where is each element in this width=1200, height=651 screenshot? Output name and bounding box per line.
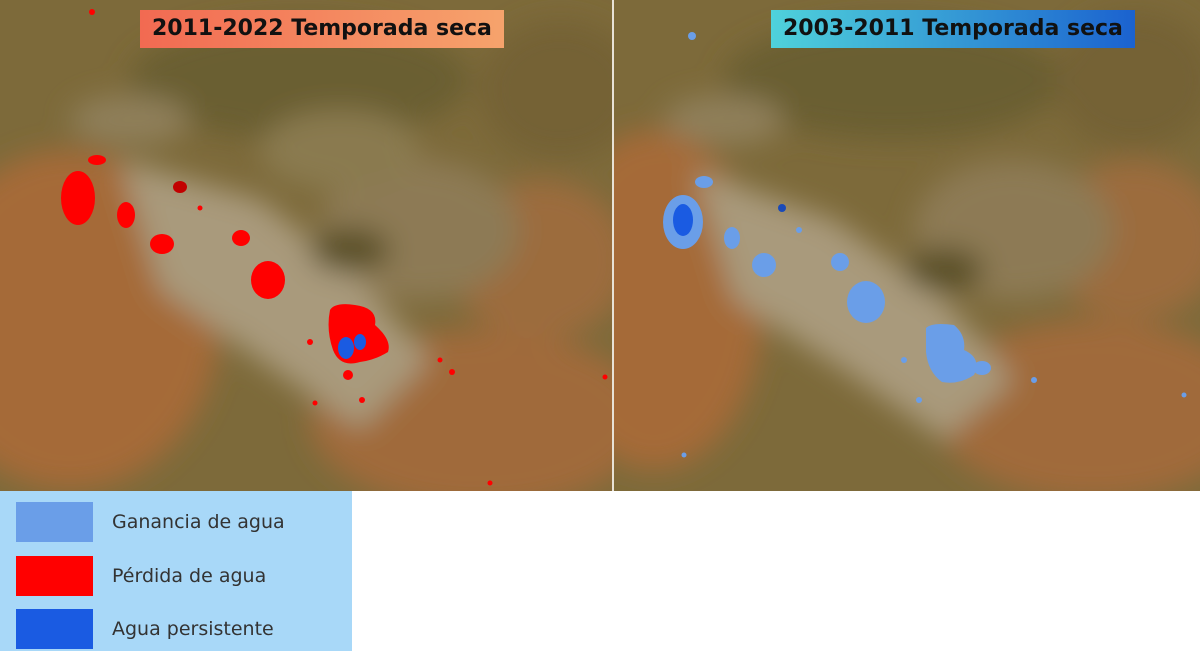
satellite-map-right (614, 0, 1200, 491)
map-legend: Ganancia de agua Pérdida de agua Agua pe… (0, 491, 352, 651)
map-panel-2003-2011: 2003-2011 Temporada seca (614, 0, 1200, 491)
legend-label-water-persistent: Agua persistente (112, 618, 274, 640)
panel-title-2003-2011: 2003-2011 Temporada seca (771, 10, 1135, 48)
legend-swatch-water-persistent (16, 609, 93, 649)
legend-label-water-loss: Pérdida de agua (112, 565, 267, 587)
legend-swatch-water-gain (16, 502, 93, 542)
legend-swatch-water-loss (16, 556, 93, 596)
water-persistent-areas (338, 334, 366, 359)
satellite-map-left (0, 0, 612, 491)
panel-title-2011-2022: 2011-2022 Temporada seca (140, 10, 504, 48)
panel-divider (612, 0, 614, 491)
legend-item-water-gain: Ganancia de agua (16, 502, 346, 542)
legend-label-water-gain: Ganancia de agua (112, 511, 285, 533)
map-panel-2011-2022: 2011-2022 Temporada seca (0, 0, 612, 491)
water-loss-areas (61, 9, 608, 486)
legend-item-water-loss: Pérdida de agua (16, 556, 346, 596)
legend-item-water-persistent: Agua persistente (16, 609, 346, 649)
terrain-texture (614, 10, 1200, 491)
water-persistent-areas (673, 204, 786, 236)
